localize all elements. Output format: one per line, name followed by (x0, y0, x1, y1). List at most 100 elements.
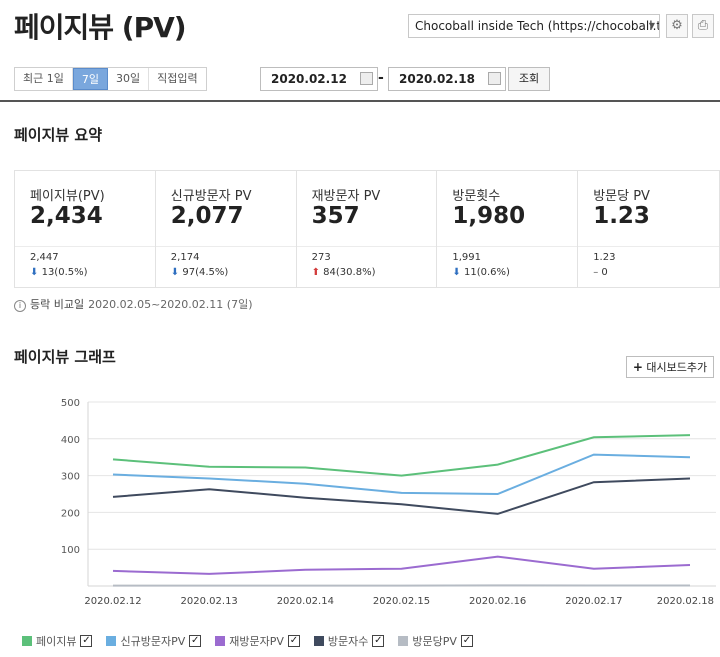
y-tick-label: 100 (61, 545, 80, 556)
legend-label: 페이지뷰 (36, 635, 77, 648)
y-tick-label: 300 (61, 472, 80, 483)
date-toolbar: 최근 1일 7일 30일 직접입력 2020.02.12 - 2020.02.1… (0, 58, 720, 102)
checkbox[interactable]: ✓ (372, 635, 385, 647)
date-range-dash: - (378, 70, 384, 86)
card-prev-value: 273 (311, 252, 331, 263)
add-dashboard-button[interactable]: + 대시보드추가 (626, 356, 714, 378)
series-line-0 (112, 434, 691, 477)
series-line-1 (112, 453, 691, 496)
card-change: 84(30.8%) (323, 267, 376, 278)
card-change: 97(4.5%) (182, 267, 229, 278)
card-prev-value: 1.23 (593, 252, 616, 263)
card-change: 13(0.5%) (41, 267, 88, 278)
legend-swatch (22, 636, 32, 646)
no-change-icon: – (593, 267, 599, 278)
summary-card-pv: 페이지뷰(PV) 2,434 2,447 ⬇ 13(0.5%) (15, 171, 156, 287)
print-icon: ⎙ (697, 18, 709, 33)
legend-item-return-visitor-pv[interactable]: 재방문자PV ✓ (215, 633, 300, 649)
add-dashboard-label: 대시보드추가 (646, 361, 708, 374)
x-tick-label: 2020.02.17 (565, 596, 622, 607)
gear-icon: ⚙ (671, 18, 683, 33)
compare-range: 2020.02.05~2020.02.11 (7일) (88, 298, 253, 311)
legend-label: 재방문자PV (229, 635, 284, 648)
x-tick-label: 2020.02.18 (657, 596, 714, 607)
arrow-down-icon: ⬇ (30, 267, 39, 278)
arrow-up-icon: ⬆ (311, 267, 320, 278)
checkbox[interactable]: ✓ (80, 635, 93, 647)
plus-icon: + (632, 360, 643, 374)
legend-item-visitors[interactable]: 방문자수 ✓ (313, 633, 385, 649)
series-line-2 (112, 555, 691, 575)
site-select[interactable]: Chocoball inside Tech (https://chocoball… (408, 14, 660, 38)
summary-card-visits: 방문횟수 1,980 1,991 ⬇ 11(0.6%) (437, 171, 579, 287)
legend-swatch (106, 636, 117, 646)
checkbox[interactable]: ✓ (287, 635, 300, 647)
card-change: 0 (601, 267, 608, 278)
query-button[interactable]: 조회 (508, 67, 550, 91)
x-tick-label: 2020.02.16 (469, 596, 526, 607)
tab-custom[interactable]: 직접입력 (149, 68, 206, 90)
legend-label: 방문당PV (412, 635, 457, 648)
period-tabs: 최근 1일 7일 30일 직접입력 (14, 67, 207, 91)
chevron-down-icon: ▼ (648, 21, 655, 30)
calendar-icon[interactable] (488, 72, 501, 85)
x-tick-label: 2020.02.12 (84, 596, 141, 607)
legend-swatch (398, 636, 409, 646)
checkbox[interactable]: ✓ (460, 635, 473, 647)
y-tick-label: 500 (61, 398, 80, 409)
y-tick-label: 400 (61, 435, 80, 446)
card-prev-value: 2,174 (170, 252, 200, 263)
y-tick-label: 200 (61, 508, 80, 519)
card-prev-value: 1,991 (452, 252, 482, 263)
graph-title: 페이지뷰 그래프 (14, 348, 116, 366)
start-date-input[interactable]: 2020.02.12 (260, 67, 378, 91)
summary-panel: 페이지뷰(PV) 2,434 2,447 ⬇ 13(0.5%) 신규방문자 PV… (14, 170, 720, 288)
card-prev-value: 2,447 (30, 252, 59, 263)
card-value: 1,980 (452, 203, 526, 229)
tab-7days[interactable]: 7일 (72, 68, 108, 90)
calendar-icon[interactable] (360, 72, 373, 85)
legend-label: 방문자수 (327, 635, 369, 648)
card-label: 페이지뷰(PV) (30, 189, 105, 204)
checkbox[interactable]: ✓ (189, 635, 202, 647)
summary-card-pv-per-visit: 방문당 PV 1.23 1.23 – 0 (578, 171, 719, 287)
x-tick-label: 2020.02.13 (181, 596, 238, 607)
summary-title: 페이지뷰 요약 (14, 126, 103, 144)
settings-button[interactable]: ⚙ (666, 14, 688, 38)
card-label: 재방문자 PV (311, 189, 381, 204)
legend-item-new-visitor-pv[interactable]: 신규방문자PV ✓ (106, 633, 202, 649)
end-date-input[interactable]: 2020.02.18 (388, 67, 506, 91)
card-change: 11(0.6%) (463, 267, 510, 278)
card-value: 1.23 (593, 203, 650, 229)
card-value: 357 (311, 203, 360, 229)
card-value: 2,077 (170, 203, 244, 229)
print-button[interactable]: ⎙ (692, 14, 714, 38)
arrow-down-icon: ⬇ (452, 267, 461, 278)
start-date-value: 2020.02.12 (271, 72, 347, 86)
arrow-down-icon: ⬇ (170, 267, 180, 278)
end-date-value: 2020.02.18 (399, 72, 475, 86)
chart-legend: 페이지뷰 ✓ 신규방문자PV ✓ 재방문자PV ✓ 방문자수 ✓ 방문당PV ✓ (22, 633, 473, 649)
site-select-value: Chocoball inside Tech (https://chocoball… (415, 19, 660, 33)
compare-label: 등락 비교일 (30, 298, 85, 311)
card-label: 방문당 PV (593, 189, 650, 204)
card-label: 방문횟수 (452, 189, 501, 204)
compare-note: i 등락 비교일 2020.02.05~2020.02.11 (7일) (14, 296, 253, 312)
legend-swatch (215, 636, 226, 646)
pageview-chart: 100 200 300 400 500 2020.02.12 2020.02.13 2020… (61, 398, 716, 607)
x-tick-label: 2020.02.14 (277, 596, 334, 607)
card-value: 2,434 (30, 203, 103, 229)
tab-1day[interactable]: 최근 1일 (15, 68, 73, 90)
legend-label: 신규방문자PV (120, 635, 186, 648)
tab-30days[interactable]: 30일 (107, 68, 150, 90)
x-tick-label: 2020.02.15 (373, 596, 430, 607)
card-label: 신규방문자 PV (170, 189, 252, 204)
legend-swatch (313, 636, 324, 646)
legend-item-pageview[interactable]: 페이지뷰 ✓ (22, 633, 93, 649)
summary-card-new-visitor-pv: 신규방문자 PV 2,077 2,174 ⬇ 97(4.5%) (155, 171, 297, 287)
page-title: 페이지뷰 (PV) (14, 11, 187, 44)
legend-item-pv-per-visit[interactable]: 방문당PV ✓ (398, 633, 473, 649)
info-icon: i (14, 300, 26, 312)
series-line-3 (112, 477, 691, 515)
summary-card-return-visitor-pv: 재방문자 PV 357 273 ⬆ 84(30.8%) (296, 171, 438, 287)
